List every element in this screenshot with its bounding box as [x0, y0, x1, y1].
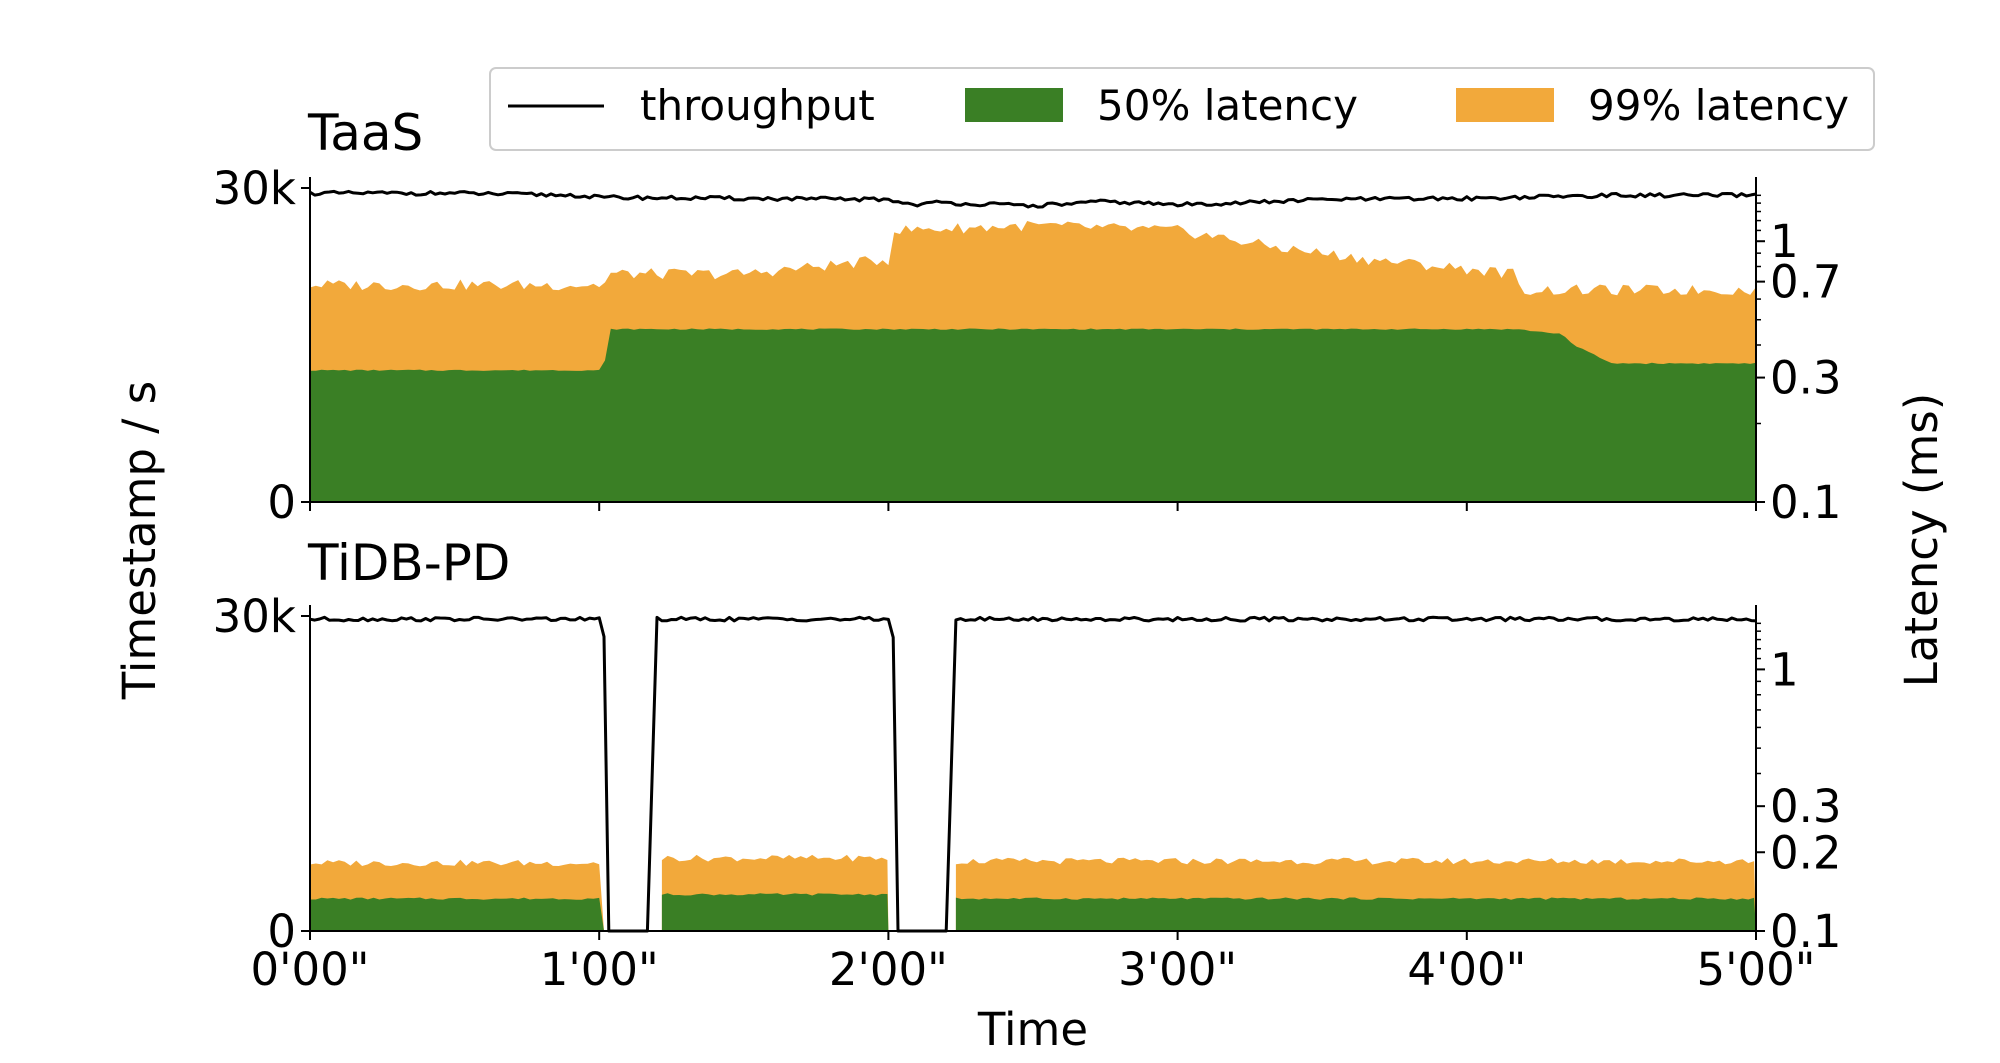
left-tick-label-taas-0: 0 [267, 476, 296, 529]
throughput-line-taas [309, 189, 1757, 209]
x-tick-label-3: 3'00" [1118, 943, 1237, 996]
right-tick-label-taas-1: 0.3 [1770, 352, 1842, 405]
right-tick-label-taas-0: 0.1 [1770, 476, 1842, 529]
throughput-line-tidb-pd [309, 615, 1757, 933]
left-axis-title: Timestamp / s [113, 381, 166, 700]
panel-tidb-pd-ticks: 0 30k 0.1 0.20.3 1 [213, 590, 1842, 958]
x-axis-title: Time [977, 1003, 1088, 1056]
legend-p50-label: 50% latency [1097, 81, 1358, 130]
right-tick-label-tidb-pd-0: 0.1 [1770, 905, 1842, 958]
panel-taas-ticks: 0 30k 0.1 0.3 0.71 [213, 162, 1842, 529]
x-tick-label-1: 1'00" [540, 943, 659, 996]
legend: throughput 50% latency 99% latency [489, 67, 1875, 151]
right-axis-title: Latency (ms) [1895, 393, 1948, 688]
panel-title-taas: TaaS [307, 104, 423, 162]
x-tick-label-0: 0'00" [251, 943, 370, 996]
x-tick-label-2: 2'00" [829, 943, 948, 996]
panel-tidb-pd: TiDB-PD 0 30k 0.1 0.20.3 1 [213, 534, 1842, 958]
p50-latency-area-tidb-pd-0 [310, 897, 604, 931]
panel-title-tidb-pd: TiDB-PD [307, 534, 510, 592]
legend-p99-label: 99% latency [1588, 81, 1849, 130]
left-tick-label-tidb-pd-1: 30k [213, 590, 296, 643]
right-tick-label-taas-3: 1 [1770, 215, 1799, 268]
right-tick-label-taas-2: 0.7 [1770, 256, 1842, 309]
legend-throughput-label: throughput [640, 81, 875, 130]
p50-latency-area-tidb-pd-1 [661, 893, 889, 931]
x-tick-label-4: 4'00" [1407, 943, 1526, 996]
p50-latency-area-tidb-pd-2 [955, 897, 1756, 931]
panel-tidb-pd-series [309, 615, 1757, 933]
p50-latency-area-taas [310, 328, 1756, 502]
legend-p50-swatch [965, 88, 1063, 122]
legend-p99-swatch [1456, 88, 1554, 122]
right-tick-label-tidb-pd-2: 0.3 [1770, 780, 1842, 833]
x-tick-label-5: 5'00" [1697, 943, 1816, 996]
panel-taas: TaaS 0 30k 0.1 0.3 0.71 [213, 104, 1842, 529]
left-tick-label-taas-1: 30k [213, 162, 296, 215]
left-tick-label-tidb-pd-0: 0 [267, 905, 296, 958]
right-tick-label-tidb-pd-3: 1 [1770, 643, 1799, 696]
x-axis-ticks: 0'00" 1'00" 2'00" 3'00" 4'00" 5'00" [251, 943, 1816, 996]
right-tick-label-tidb-pd-1: 0.2 [1770, 826, 1842, 879]
panel-taas-series [309, 189, 1757, 502]
